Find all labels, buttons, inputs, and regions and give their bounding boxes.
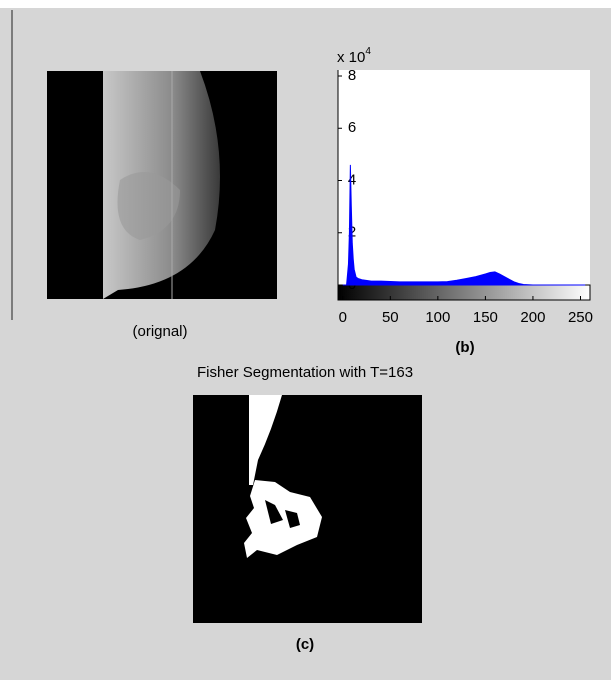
plot-area (338, 70, 590, 285)
histogram-area (342, 164, 586, 286)
y-scale-exponent: 4 (365, 46, 371, 57)
y-scale: x 104 (337, 46, 371, 66)
caption: (orignal) (132, 323, 187, 340)
x-tick-label: 200 (520, 309, 545, 326)
panel-title: Fisher Segmentation with T=163 (197, 364, 413, 381)
original-image (47, 71, 277, 299)
x-tick-label: 250 (568, 309, 593, 326)
caption: (b) (455, 339, 474, 356)
y-tick-label: 6 (348, 119, 356, 136)
y-tick-label: 4 (348, 171, 356, 188)
segmentation-image (193, 395, 422, 623)
x-tick-label: 100 (425, 309, 450, 326)
x-tick-label: 150 (473, 309, 498, 326)
colorbar (337, 284, 591, 301)
x-tick-label: 50 (382, 309, 399, 326)
x-tick-label: 0 (339, 309, 347, 326)
caption: (c) (296, 636, 314, 653)
y-tick-label: 8 (348, 67, 356, 84)
y-scale-base: x 10 (337, 49, 365, 66)
top-strip (0, 0, 611, 8)
